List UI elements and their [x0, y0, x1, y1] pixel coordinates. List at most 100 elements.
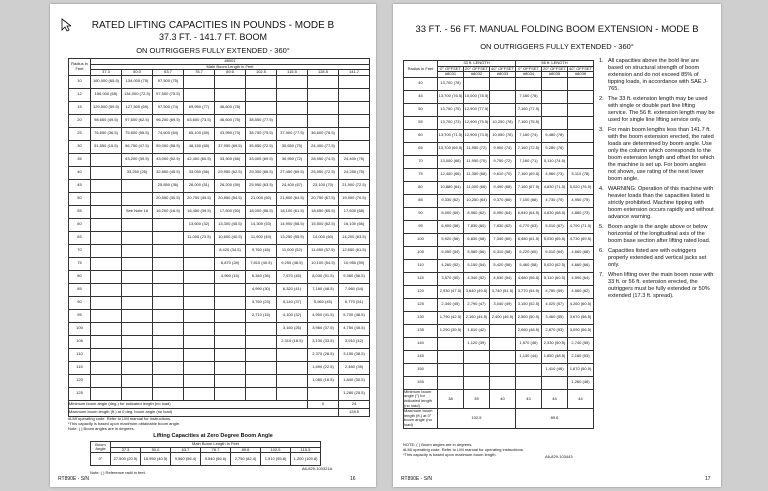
capacity-cell: See Note 16: [121, 204, 153, 219]
capacity-cell: [276, 373, 308, 388]
capacity-cell: 3,910 (42): [337, 334, 371, 349]
radius-cell: 95: [68, 308, 91, 323]
capacity-cell: 13,700 (73): [437, 115, 464, 130]
capacity-cell: 6,770 (63): [515, 219, 542, 234]
data-row: 10 160,000 (65.5) 134,000 (75) 97,500 (75): [68, 74, 371, 89]
capacity-cell: 10,000 (78.5): [463, 89, 490, 104]
capacity-cell: 24,400 (67): [276, 178, 308, 193]
data-row: 45 13,700 (76.5) 10,000 (78.5) 7,160 (78): [403, 89, 594, 104]
note-number: 5.: [599, 223, 604, 230]
capacity-cell: 9,750 (72): [489, 154, 516, 169]
capacity-cell: 13,700 (78): [437, 76, 464, 91]
capacity-cell: [214, 282, 246, 297]
capacity-cell: 1,290 (39.5): [437, 323, 464, 338]
radius-cell: 75: [403, 167, 438, 182]
data-row: 35 43,200 (39.5) 43,000 (52.5) 42,400 (60.5…: [68, 152, 371, 167]
capacity-cell: 9,760 (45): [245, 243, 277, 258]
capacity-cell: 13,700 (75): [437, 102, 464, 117]
capacity-cell: 46,600 (75): [214, 113, 246, 128]
capacity-cell: 4,900 (41.5): [307, 308, 339, 323]
capacity-cell: 8,420 (34.5): [214, 243, 246, 258]
capacity-cell: [121, 282, 153, 297]
offset-header: 40° OFFSET: [489, 65, 516, 73]
capacity-cell: 1,260 (48): [567, 375, 594, 390]
capacity-cell: 69,950 (77): [183, 100, 215, 115]
capacity-cell: 9,900 (74): [489, 141, 516, 156]
capacity-cell: 127,500 (69): [121, 100, 153, 115]
capacity-cell: [541, 89, 568, 104]
capacity-cell: 3,670 (58.5): [567, 310, 594, 325]
data-row: 125 2,340 (45) 2,790 (47) 3,040 (49) 3,150 (…: [403, 297, 594, 312]
capacity-cell: [152, 269, 184, 284]
capacity-cell: 33,050 (56): [183, 165, 215, 180]
capacity-cell: 4,260 (52): [437, 258, 464, 273]
data-row: 155 1,260 (48): [403, 375, 594, 390]
capacity-cell: 43,200 (39.5): [121, 152, 153, 167]
radius-cell: 10: [68, 74, 91, 89]
capacity-cell: 4,530 (54): [489, 271, 516, 286]
capacity-cell: 28,950 (74.5): [307, 152, 339, 167]
capacity-cell: [214, 74, 246, 89]
capacity-cell: 6,310 (58): [489, 245, 516, 260]
capacity-cell: 5,150 (54): [463, 258, 490, 273]
header-row: Main Boom Length in Feet: [69, 63, 371, 71]
capacity-cell: 29,300 (66.5): [245, 165, 277, 180]
summary-row: Minimum boom angle (deg.) for indicated …: [68, 399, 371, 409]
page-number: 17: [705, 476, 711, 482]
radius-header: Radius in Feet: [403, 60, 438, 78]
capacity-cell: 4,660 (66): [567, 258, 594, 273]
capacity-cell: 134,000 (75): [121, 74, 153, 89]
capacity-cell: 43,950 (73): [214, 126, 246, 141]
capacity-cell: 7,960 (54): [337, 282, 371, 297]
capacity-cell: [245, 87, 277, 102]
capacity-cell: [90, 178, 122, 193]
capacity-cell: 33,300 (66): [214, 152, 246, 167]
zero-table-note: Note: ( ) Reference radii in feet.: [90, 470, 146, 475]
capacity-cell: 2,160 (44.5): [463, 310, 490, 325]
angle-cell: 0°: [90, 452, 111, 467]
capacity-cell: [337, 113, 371, 128]
offset-header: 0° OFFSET: [437, 65, 464, 73]
data-row: 80 10,880 (64) 11,000 (66) 9,490 (68) 7,160 …: [403, 180, 594, 195]
capacity-cell: 5,110 (60.5): [541, 271, 568, 286]
table-notes: NOTE: ( ) Boom angles are in degrees. #LM…: [403, 442, 524, 457]
radius-cell: 55: [403, 115, 438, 130]
capacity-cell: 10,100 (54.5): [307, 256, 339, 271]
capacity-cell: [183, 74, 215, 89]
radius-cell: 100: [68, 321, 91, 336]
capacity-cell: 25,950 (63.5): [245, 178, 277, 193]
radius-cell: 40: [403, 76, 438, 91]
capacity-cell: 16,450 (39.5): [183, 204, 215, 219]
radius-cell: 125: [403, 297, 438, 312]
summary-label: Minimum boom angle (deg.) for indicated …: [68, 399, 308, 409]
capacity-cell: [90, 321, 122, 336]
capacity-cell: [463, 349, 490, 364]
capacity-cell: 23,100 (70): [307, 178, 339, 193]
capacity-cell: 4,730 (70): [541, 193, 568, 208]
capacity-cell: 75,600 (55.5): [121, 126, 153, 141]
capacity-cell: 38,550 (77.5): [245, 113, 277, 128]
capacity-cell: 5,110 (78): [567, 167, 594, 182]
capacity-cell: 5,460 (58): [515, 258, 542, 273]
capacity-cell: 14,900 (58.5): [276, 217, 308, 232]
capacity-cell: 25,950 (72.5): [307, 165, 339, 180]
capacity-cell: [437, 362, 464, 377]
capacity-table: Radius in Feet 33 ft. LENGTH 56 ft. LENGTH…: [403, 60, 594, 429]
radius-cell: 120: [68, 373, 91, 388]
zero-angle-table: Boom Angle Main Boom Length in Feet 37.3 50…: [90, 440, 322, 467]
data-row: 85 4,990 (30) 6,320 (41) 7,160 (48.5) 7,960 …: [68, 282, 371, 297]
capacity-cell: 20,850 (54.5): [214, 191, 246, 206]
capacity-cell: [121, 191, 153, 206]
capacity-cell: [152, 347, 184, 362]
capacity-cell: 12,900 (75.5): [463, 115, 490, 130]
capacity-cell: 43,000 (52.5): [152, 152, 184, 167]
capacity-cell: 27,450 (69.5): [276, 165, 308, 180]
capacity-cell: 9,250 (48.5): [276, 256, 308, 271]
capacity-cell: 129,500 (59.5): [90, 100, 122, 115]
capacity-cell: 2,180 (53): [567, 349, 594, 364]
capacity-cell: 33,000 (69.5): [245, 152, 277, 167]
capacity-cell: [152, 386, 184, 401]
capacity-cell: 2,870 (53): [541, 323, 568, 338]
radius-cell: 25: [68, 126, 91, 141]
capacity-cell: [121, 347, 153, 362]
